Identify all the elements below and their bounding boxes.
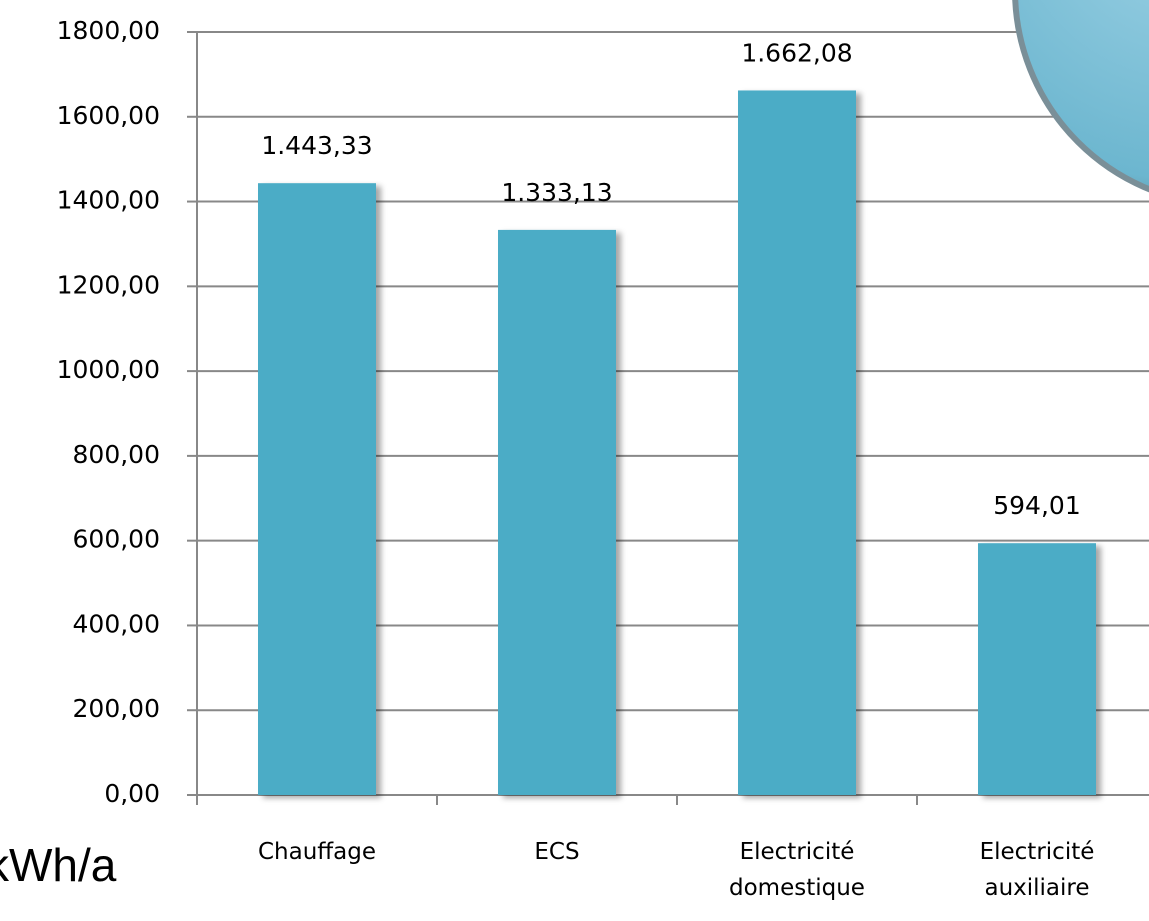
x-tick-label: Chauffage [217, 834, 417, 870]
bar [738, 90, 856, 795]
x-tick-label: ECS [457, 834, 657, 870]
y-tick-label: 1400,00 [57, 186, 160, 215]
bar [978, 543, 1096, 795]
value-label: 1.443,33 [261, 131, 372, 160]
bar [498, 230, 616, 795]
bars: 1.443,33 1.333,13 1.662,08 594,01 [258, 38, 1096, 795]
chart: 0,00 200,00 400,00 600,00 800,00 1000,00 1200,… [0, 0, 1149, 921]
y-tick-label: 1000,00 [57, 355, 160, 384]
y-tick-label: 1800,00 [57, 16, 160, 45]
y-tick-label: 0,00 [104, 779, 160, 808]
y-tick-label: 400,00 [73, 609, 160, 638]
y-tick-label: 800,00 [73, 440, 160, 469]
x-tick-label: Electricité auxiliaire [952, 834, 1122, 906]
value-label: 1.333,13 [501, 178, 612, 207]
decoration [1015, 0, 1149, 205]
x-tick-label: Electricité domestique [712, 834, 882, 906]
chart-page: 0,00 200,00 400,00 600,00 800,00 1000,00 1200,… [0, 0, 1149, 921]
y-tick-label: 1600,00 [57, 101, 160, 130]
y-axis-label: kWh/a [0, 838, 116, 892]
y-tick-label: 200,00 [73, 694, 160, 723]
y-tick-label: 600,00 [73, 525, 160, 554]
bar [258, 183, 376, 795]
y-tick-label: 1200,00 [57, 270, 160, 299]
value-label: 1.662,08 [741, 38, 852, 67]
value-label: 594,01 [993, 491, 1080, 520]
